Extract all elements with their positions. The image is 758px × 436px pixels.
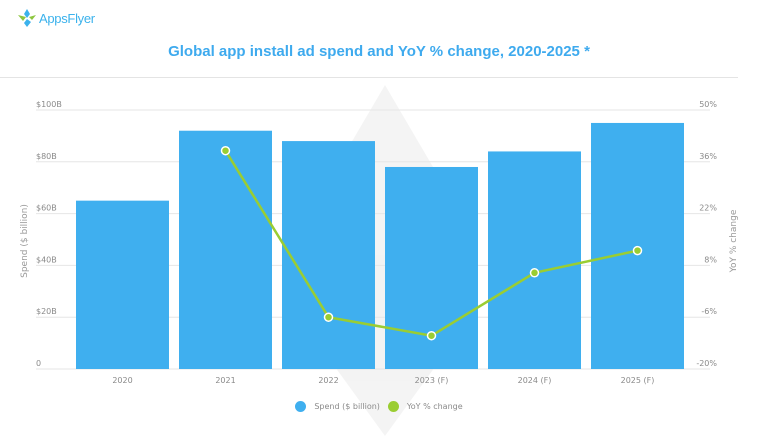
line-point [632,245,643,256]
appsflyer-logo: AppsFlyer [17,9,95,27]
y-tick-label: $100B [36,100,62,109]
y-tick-label: $40B [36,255,57,264]
brand-name: AppsFlyer [39,10,95,26]
x-tick-label: 2024 (F) [518,376,552,385]
yoy-line [220,145,643,341]
legend-label-yoy: YoY % change [406,402,463,411]
bar [488,151,581,369]
title-divider [0,77,738,78]
legend-item-yoy[interactable]: YoY % change [387,401,463,412]
x-tick-label: 2021 [215,376,235,385]
y2-tick-label: 36% [699,152,717,161]
line-point [323,312,334,322]
y-tick-label: $80B [36,152,57,161]
legend-label-spend: Spend ($ billion) [314,402,380,411]
bar [76,200,169,369]
left-axis-ticks: 0 $20B $40B $60B $80B $100B [36,100,62,368]
legend-swatch-yoy [387,401,399,412]
line-point [426,330,437,341]
y2-tick-label: -6% [701,307,717,316]
y-tick-label: 0 [36,359,41,368]
x-tick-label: 2025 (F) [621,376,655,385]
bars [76,122,684,369]
legend: Spend ($ billion) YoY % change [0,401,758,412]
bar [282,141,375,369]
y2-tick-label: 50% [699,100,717,109]
legend-swatch-spend [295,401,307,412]
x-axis-ticks: 2020 2021 2022 2023 (F) 2024 (F) 2025 (F) [112,376,654,385]
y2-axis-label: YoY % change [729,209,739,273]
y-axis-label: Spend ($ billion) [20,204,30,278]
chart-title: Global app install ad spend and YoY % ch… [168,43,590,60]
x-tick-label: 2020 [112,376,132,385]
line-point [220,145,231,156]
y2-tick-label: -20% [696,359,717,368]
appsflyer-logo-icon [18,9,36,27]
line-point [529,268,540,278]
y2-tick-label: 22% [699,204,717,213]
bar [179,130,272,369]
right-axis-ticks: -20% -6% 8% 22% 36% 50% [696,100,717,368]
x-tick-label: 2023 (F) [415,376,449,385]
y2-tick-label: 8% [704,255,717,264]
x-tick-label: 2022 [318,376,338,385]
y-tick-label: $20B [36,307,57,316]
y-tick-label: $60B [36,204,57,213]
legend-item-spend[interactable]: Spend ($ billion) [295,401,380,412]
